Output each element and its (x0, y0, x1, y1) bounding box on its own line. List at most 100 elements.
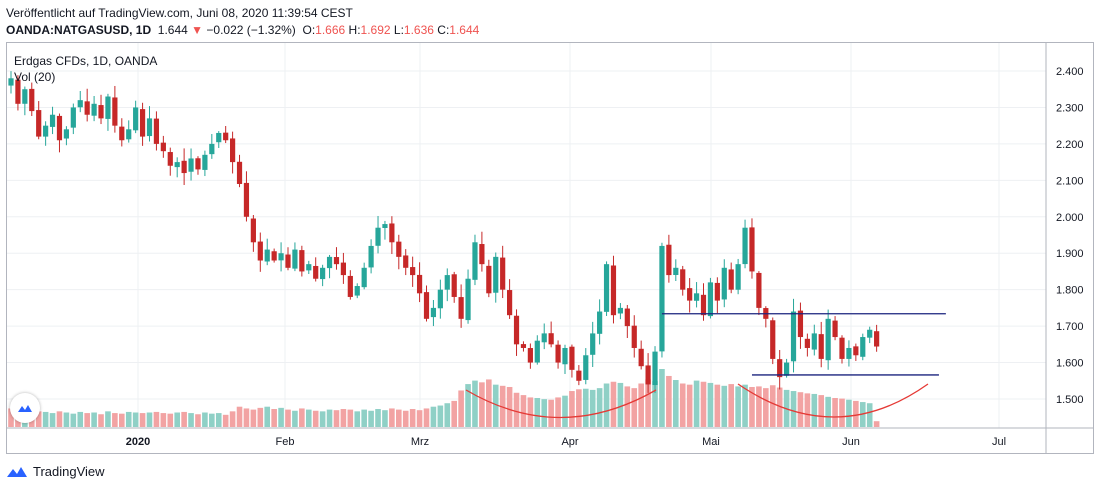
candle (188, 158, 194, 172)
candle (610, 265, 617, 316)
volume-bar (105, 411, 111, 427)
low-value: 1.636 (403, 23, 434, 37)
volume-bar (409, 409, 416, 427)
volume-bar (555, 397, 561, 427)
volume-bar (243, 408, 250, 427)
candle (285, 254, 291, 268)
volume-bar (866, 403, 873, 427)
volume-bar (389, 408, 395, 427)
volume-bar (603, 383, 610, 427)
x-tick-label: Feb (276, 436, 295, 448)
volume-bar (465, 384, 471, 427)
candle (320, 267, 326, 280)
candle (416, 274, 423, 294)
candle (811, 333, 817, 350)
volume-bar (513, 392, 520, 427)
candle (548, 333, 554, 345)
footer-brand[interactable]: TradingView (6, 464, 105, 479)
down-arrow-icon: ▼ (191, 23, 204, 37)
volume-bar (714, 384, 721, 427)
candle (631, 325, 637, 348)
volume-bar (368, 410, 374, 427)
candle (174, 162, 180, 168)
low-label: L: (393, 23, 404, 37)
candle (410, 267, 416, 276)
volume-bar (582, 388, 589, 427)
volume-bar (846, 399, 852, 427)
volume-bar (700, 381, 707, 427)
volume-bar (160, 413, 167, 427)
volume-bar (458, 390, 464, 427)
candle (340, 262, 346, 276)
volume-bar (569, 391, 575, 427)
volume-curve-right[interactable] (737, 383, 929, 418)
candle (133, 107, 139, 131)
candle (527, 348, 533, 363)
candle (721, 267, 727, 300)
candle (126, 129, 132, 140)
volume-bar (797, 392, 804, 427)
candle (91, 103, 97, 116)
open-label: O: (302, 23, 316, 37)
volume-bar (444, 403, 451, 427)
volume-bar (742, 384, 748, 427)
chart-frame[interactable] (6, 42, 1094, 454)
volume-bar (257, 407, 264, 427)
symbol-name[interactable]: OANDA:NATGASUSD, 1D (6, 23, 152, 37)
candle (77, 100, 83, 108)
volume-bar (492, 384, 499, 427)
volume-bar (541, 399, 548, 427)
candle (790, 311, 797, 362)
volume-bar (652, 381, 658, 427)
candle (167, 152, 173, 166)
volume-bar (153, 411, 160, 427)
volume-bar (299, 408, 305, 427)
y-tick-label: 1.900 (1056, 248, 1084, 260)
candle (777, 359, 783, 378)
price-change: −0.022 (−1.32%) (206, 23, 296, 37)
volume-bar (562, 395, 568, 427)
volume-bar (749, 386, 755, 427)
candle (707, 282, 714, 317)
candle (784, 362, 790, 376)
volume-bar (624, 386, 631, 427)
x-tick-label: Mai (702, 436, 720, 448)
candle (105, 96, 111, 119)
volume-bar (209, 413, 215, 427)
candle (534, 340, 540, 363)
candle (139, 109, 146, 137)
candle (8, 78, 14, 86)
volume-bar (506, 386, 513, 427)
volume-bar (354, 411, 361, 427)
candle (271, 251, 277, 261)
candle (306, 264, 312, 271)
candle (243, 182, 250, 217)
tradingview-badge[interactable] (10, 393, 40, 423)
volume-bar (119, 413, 125, 427)
volume-bar (811, 393, 818, 427)
candle (216, 132, 222, 143)
x-tick-label: Mrz (411, 436, 429, 448)
volume-bar (215, 413, 222, 427)
volume-curve-left[interactable] (465, 389, 657, 419)
candle (624, 308, 630, 327)
candle (444, 275, 450, 290)
candle (223, 132, 229, 141)
candle (597, 311, 603, 334)
volume-bar (839, 398, 845, 427)
volume-bar (832, 398, 838, 427)
volume-bar (769, 385, 776, 427)
volume-bar (728, 384, 734, 427)
y-tick-label: 1.800 (1056, 285, 1084, 297)
volume-bar (278, 407, 284, 427)
candle (458, 297, 464, 319)
volume-bar (167, 413, 174, 427)
volume-bar (340, 409, 347, 427)
volume-bar (735, 386, 741, 427)
candle (638, 348, 644, 367)
chart-legend-title[interactable]: Erdgas CFDs, 1D, OANDA (14, 54, 158, 68)
volume-legend[interactable]: Vol (20) (14, 70, 56, 84)
candle (299, 250, 305, 272)
volume-bar (686, 384, 693, 427)
